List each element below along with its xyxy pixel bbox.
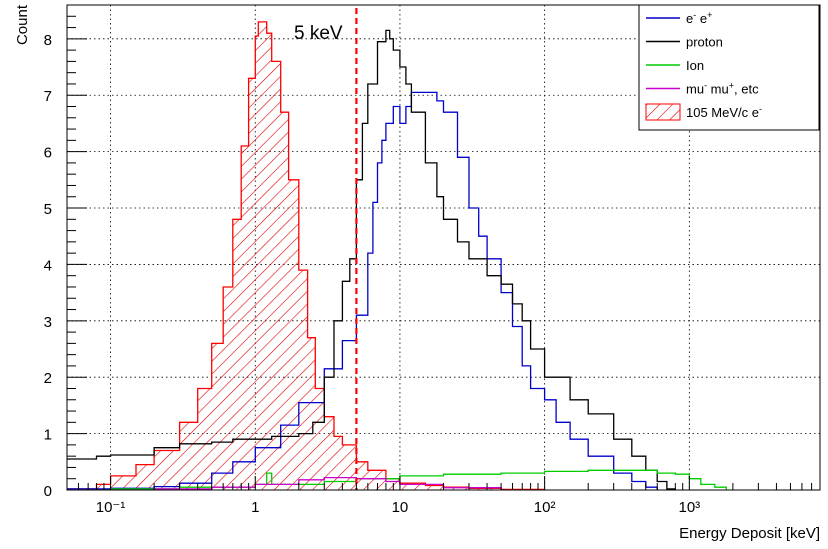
y-tick-label: 4 — [44, 257, 52, 274]
legend-label: mu- mu+, etc — [686, 81, 759, 97]
x-tick-label: 10³ — [678, 499, 700, 516]
legend-label: e- e+ — [686, 10, 712, 26]
legend-sup: - — [693, 10, 696, 20]
y-tick-label: 7 — [44, 88, 52, 105]
legend-text: e — [696, 11, 707, 26]
y-tick-label: 1 — [44, 427, 52, 444]
legend-text: , etc — [734, 82, 759, 97]
y-tick-label: 8 — [44, 32, 52, 49]
legend-text: Ion — [686, 58, 704, 73]
x-tick-label: 10⁻¹ — [96, 499, 126, 516]
series-line — [67, 29, 676, 490]
y-tick-label: 6 — [44, 145, 52, 162]
legend-label: Ion — [686, 58, 704, 73]
legend-text: e — [686, 11, 693, 26]
legend-swatch — [645, 103, 681, 121]
legend-text: mu — [707, 82, 729, 97]
y-tick-label: 0 — [44, 483, 52, 500]
legend-label: proton — [686, 35, 723, 50]
hatched-area — [67, 21, 545, 490]
legend-label: 105 MeV/c e- — [686, 104, 762, 120]
y-tick-label: 5 — [44, 201, 52, 218]
series-line — [67, 91, 658, 490]
legend-sup: + — [707, 10, 712, 20]
legend-text: proton — [686, 35, 723, 50]
legend-sup: + — [729, 81, 734, 91]
series-layer — [67, 21, 727, 490]
threshold-label: 5 keV — [294, 23, 343, 44]
legend-text: 105 MeV/c e — [686, 105, 759, 120]
x-tick-label: 1 — [251, 499, 259, 516]
legend-text: mu — [686, 82, 704, 97]
y-tick-label: 3 — [44, 314, 52, 331]
x-tick-label: 10 — [392, 499, 409, 516]
x-axis-title: Energy Deposit [keV] — [679, 525, 820, 542]
legend-sup: - — [759, 104, 762, 114]
x-tick-label: 10² — [534, 499, 556, 516]
y-axis-title: Count — [14, 4, 31, 45]
axis-layer: 10⁻¹ 1 10 10² 10³ 0 1 2 3 4 5 6 7 8 — [44, 15, 821, 516]
y-tick-label: 2 — [44, 370, 52, 387]
legend-sup: - — [704, 81, 707, 91]
